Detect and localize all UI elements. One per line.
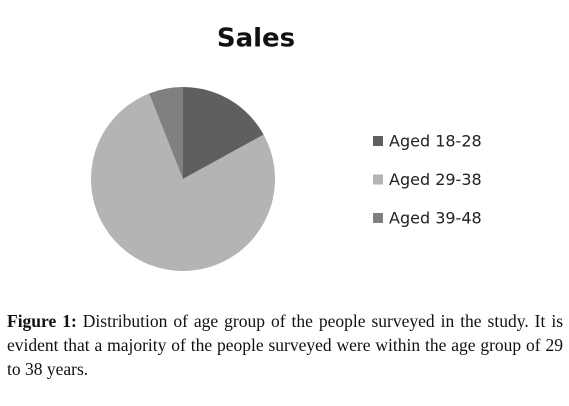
caption-text: Distribution of age group of the people … [7,311,564,379]
pie-slice [183,87,264,179]
chart-title: Sales [217,24,295,54]
legend-label: Aged 18-28 [389,132,482,151]
caption: Figure 1: Distribution of age group of t… [7,309,563,381]
pie-slice [90,93,275,271]
legend-swatch [373,174,383,185]
chart: Sales Aged 18-28 Aged 29-38 Aged 39-48 [90,24,482,271]
legend-label: Aged 29-38 [389,170,482,189]
legend-swatch [373,213,383,223]
legend-swatch [373,136,383,146]
legend-label: Aged 39-48 [389,209,482,228]
caption-label: Figure 1: [7,311,77,331]
pie-slice [149,87,183,179]
